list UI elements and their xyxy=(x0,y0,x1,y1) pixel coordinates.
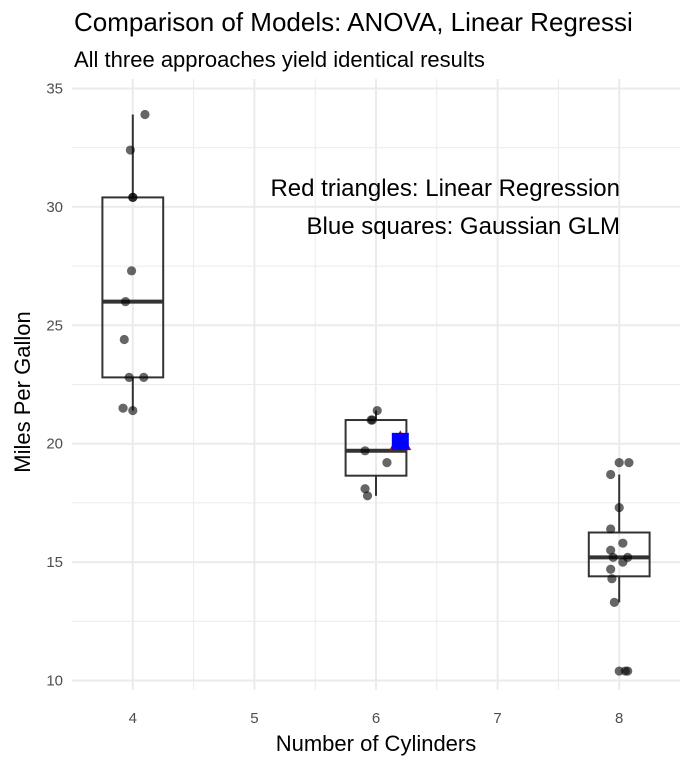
grid xyxy=(72,79,680,690)
data-point xyxy=(618,557,628,567)
data-point xyxy=(608,552,618,562)
data-point xyxy=(606,545,616,555)
box xyxy=(587,474,651,603)
data-point xyxy=(366,415,376,425)
x-tick-label: 7 xyxy=(493,710,501,727)
y-tick-label: 30 xyxy=(46,199,63,216)
data-point xyxy=(607,574,617,584)
y-tick-label: 25 xyxy=(46,317,63,334)
data-point xyxy=(360,484,370,494)
y-tick-label: 35 xyxy=(46,80,63,97)
x-tick-label: 5 xyxy=(250,710,258,727)
data-points xyxy=(118,109,634,676)
x-tick-label: 4 xyxy=(129,710,137,727)
data-point xyxy=(606,564,616,574)
data-point xyxy=(623,666,633,676)
annotation-gaussian-glm: Blue squares: Gaussian GLM xyxy=(307,213,621,240)
y-tick-label: 20 xyxy=(46,436,63,453)
box-iqr xyxy=(587,531,651,578)
x-tick-label: 8 xyxy=(615,710,623,727)
data-point xyxy=(360,446,370,456)
y-tick-label: 10 xyxy=(46,673,63,690)
data-point xyxy=(618,538,628,548)
data-point xyxy=(128,405,138,416)
gaussian-glm-marker xyxy=(391,432,409,450)
data-point xyxy=(606,469,616,480)
x-axis-title: Number of Cylinders xyxy=(276,731,477,756)
model-markers xyxy=(389,430,412,451)
data-point xyxy=(362,491,373,501)
chart-subtitle: All three approaches yield identical res… xyxy=(74,47,485,72)
data-point xyxy=(120,297,131,307)
data-point xyxy=(624,458,634,468)
data-point xyxy=(372,405,382,416)
x-tick-label: 6 xyxy=(372,710,380,727)
data-point xyxy=(614,458,624,468)
data-point xyxy=(119,334,129,345)
data-point xyxy=(128,192,138,203)
annotation-linear-regression: Red triangles: Linear Regression xyxy=(270,175,620,202)
y-axis-title: Miles Per Gallon xyxy=(10,311,35,472)
data-point xyxy=(614,503,624,513)
data-point xyxy=(609,597,619,607)
data-point xyxy=(124,372,134,382)
data-point xyxy=(125,145,135,155)
data-point xyxy=(382,458,392,468)
data-point xyxy=(140,109,150,120)
axis-ticks: 4 5 6 7 8 10 15 20 25 30 35 xyxy=(46,80,623,727)
data-point xyxy=(126,266,137,276)
data-point xyxy=(606,524,616,534)
data-point xyxy=(118,403,128,413)
y-tick-label: 15 xyxy=(46,554,63,571)
chart-title: Comparison of Models: ANOVA, Linear Regr… xyxy=(74,7,633,37)
data-point xyxy=(139,372,149,382)
